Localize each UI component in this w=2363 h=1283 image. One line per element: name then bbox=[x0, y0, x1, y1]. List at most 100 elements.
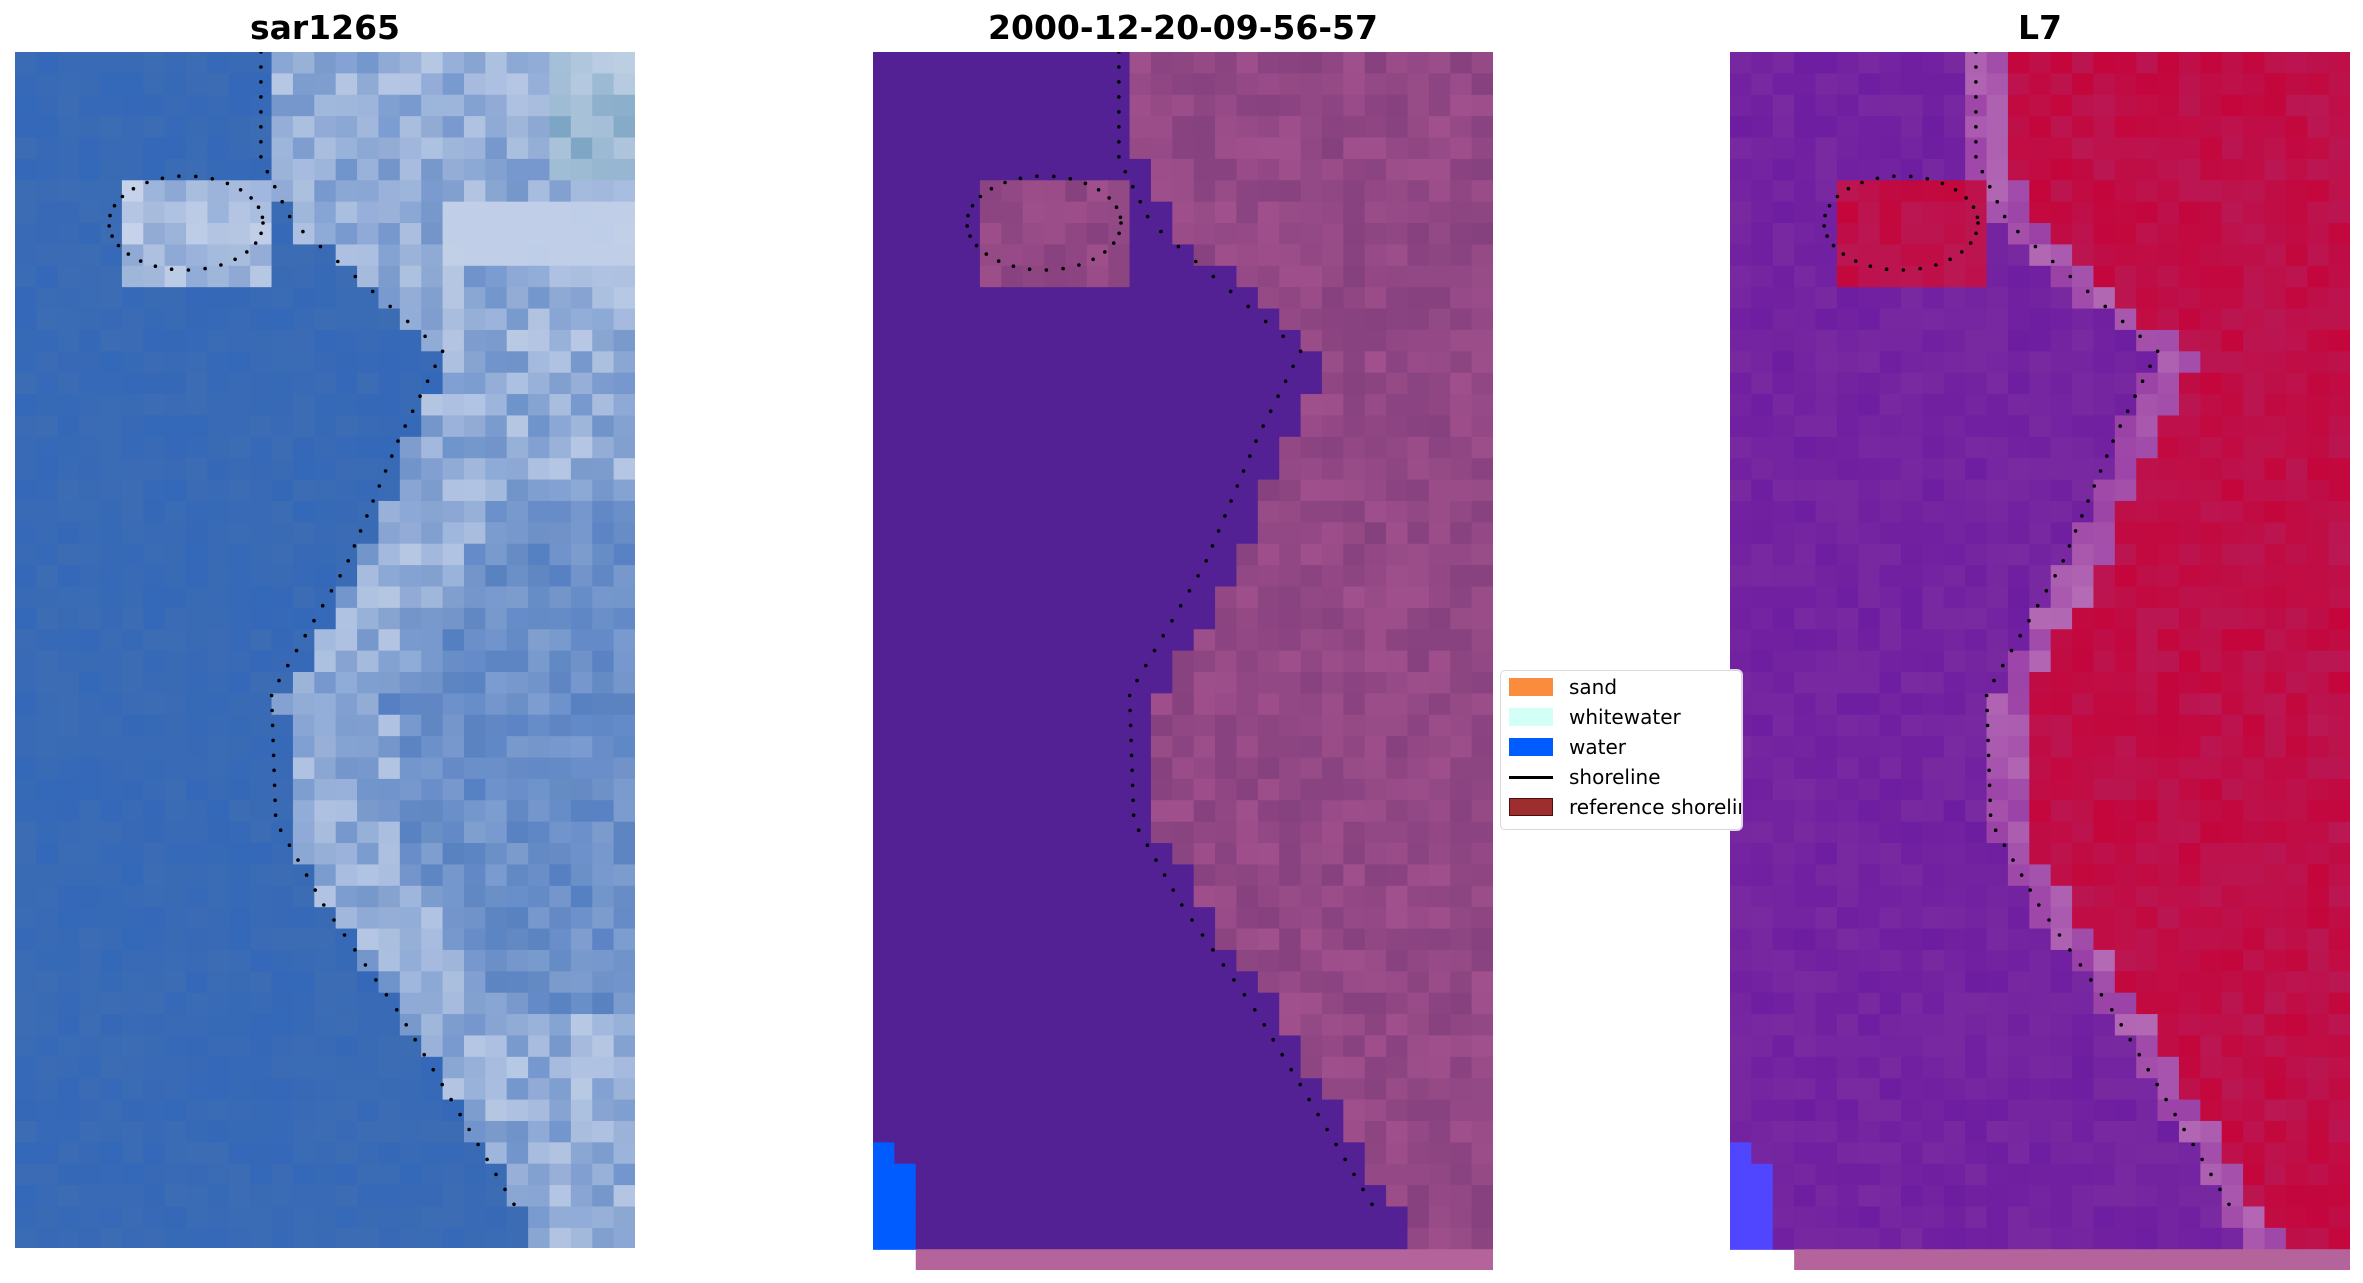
raster-pixel bbox=[2221, 629, 2244, 652]
raster-pixel bbox=[1471, 693, 1493, 716]
raster-pixel bbox=[314, 1227, 337, 1248]
raster-pixel bbox=[1794, 436, 1817, 459]
raster-pixel bbox=[250, 864, 273, 887]
raster-pixel bbox=[271, 1078, 294, 1101]
raster-pixel bbox=[1300, 201, 1323, 224]
raster-pixel bbox=[2114, 843, 2137, 866]
raster-pixel bbox=[1108, 607, 1131, 630]
raster-pixel bbox=[2264, 714, 2287, 737]
raster-pixel bbox=[506, 522, 529, 545]
raster-pixel bbox=[873, 394, 895, 417]
raster-pixel bbox=[1300, 1227, 1323, 1250]
raster-pixel bbox=[442, 94, 465, 117]
shoreline-dot bbox=[996, 259, 1001, 263]
raster-pixel bbox=[1428, 907, 1451, 930]
panel-title-classified: 2000-12-20-09-56-57 bbox=[988, 8, 1378, 47]
raster-pixel bbox=[979, 971, 1002, 994]
shoreline-dot bbox=[342, 933, 347, 937]
raster-pixel bbox=[1986, 201, 2009, 224]
raster-pixel bbox=[1943, 736, 1966, 759]
raster-pixel bbox=[1943, 94, 1966, 117]
raster-pixel bbox=[207, 116, 230, 139]
raster-pixel bbox=[2200, 757, 2223, 780]
raster-pixel bbox=[2050, 928, 2073, 951]
raster-pixel bbox=[463, 458, 486, 481]
raster-pixel bbox=[1257, 308, 1280, 331]
raster-pixel bbox=[121, 436, 144, 459]
raster-pixel bbox=[1108, 351, 1131, 374]
raster-pixel bbox=[314, 436, 337, 459]
shoreline-dot bbox=[1200, 933, 1205, 937]
raster-pixel bbox=[1172, 265, 1195, 288]
raster-pixel bbox=[1001, 1078, 1024, 1101]
raster-pixel bbox=[1086, 1078, 1109, 1101]
raster-pixel bbox=[1471, 928, 1493, 951]
raster-pixel bbox=[1150, 821, 1173, 844]
raster-pixel bbox=[1815, 629, 1838, 652]
raster-pixel bbox=[143, 971, 166, 994]
raster-pixel bbox=[1986, 329, 2009, 352]
raster-pixel bbox=[2093, 672, 2116, 694]
raster-pixel bbox=[2200, 992, 2223, 1015]
raster-pixel bbox=[1022, 714, 1045, 737]
raster-pixel bbox=[1321, 415, 1344, 438]
shoreline-dot bbox=[1194, 259, 1198, 264]
raster-pixel bbox=[1150, 436, 1173, 459]
raster-pixel bbox=[79, 180, 102, 203]
raster-pixel bbox=[1300, 52, 1323, 74]
raster-pixel bbox=[873, 479, 895, 502]
raster-pixel bbox=[958, 201, 981, 224]
raster-pixel bbox=[549, 180, 572, 203]
raster-pixel bbox=[2114, 800, 2137, 823]
raster-pixel bbox=[36, 265, 59, 288]
raster-pixel bbox=[335, 1163, 358, 1186]
raster-pixel bbox=[421, 372, 444, 395]
raster-pixel bbox=[1751, 73, 1774, 96]
raster-pixel bbox=[2200, 244, 2223, 267]
shoreline-dot bbox=[186, 268, 191, 272]
raster-pixel bbox=[958, 94, 981, 117]
raster-pixel bbox=[1386, 1099, 1409, 1122]
raster-pixel bbox=[2029, 736, 2052, 759]
raster-pixel bbox=[314, 458, 337, 481]
raster-pixel bbox=[2157, 650, 2180, 673]
raster-pixel bbox=[442, 650, 465, 673]
raster-pixel bbox=[2007, 244, 2030, 267]
raster-pixel bbox=[1428, 1163, 1451, 1186]
raster-pixel bbox=[1901, 1142, 1924, 1165]
raster-pixel bbox=[570, 1056, 593, 1079]
raster-pixel bbox=[1836, 94, 1859, 117]
raster-pixel bbox=[2007, 757, 2030, 780]
raster-pixel bbox=[1086, 928, 1109, 951]
raster-pixel bbox=[378, 1035, 401, 1058]
raster-pixel bbox=[1172, 1227, 1195, 1250]
raster-pixel bbox=[1965, 1099, 1988, 1122]
raster-pixel bbox=[1321, 351, 1344, 374]
raster-pixel bbox=[2072, 1078, 2095, 1101]
raster-pixel bbox=[1215, 1206, 1238, 1229]
raster-pixel bbox=[100, 94, 123, 117]
raster-pixel bbox=[79, 714, 102, 737]
raster-pixel bbox=[2029, 1014, 2052, 1037]
raster-pixel bbox=[335, 757, 358, 780]
raster-pixel bbox=[485, 1185, 508, 1208]
raster-pixel bbox=[57, 415, 80, 438]
raster-pixel bbox=[100, 586, 123, 609]
raster-pixel bbox=[2178, 736, 2201, 759]
raster-pixel bbox=[1386, 907, 1409, 930]
raster-pixel bbox=[1836, 1035, 1859, 1058]
raster-pixel bbox=[613, 1035, 635, 1058]
raster-pixel bbox=[228, 843, 251, 866]
raster-pixel bbox=[1215, 500, 1238, 523]
raster-pixel bbox=[1044, 436, 1067, 459]
raster-pixel bbox=[1922, 971, 1945, 994]
raster-pixel bbox=[485, 650, 508, 673]
raster-pixel bbox=[378, 543, 401, 566]
raster-pixel bbox=[2029, 180, 2052, 203]
raster-pixel bbox=[442, 522, 465, 545]
raster-pixel bbox=[2264, 992, 2287, 1015]
raster-pixel bbox=[271, 586, 294, 609]
raster-pixel bbox=[207, 1206, 230, 1229]
raster-pixel bbox=[1364, 394, 1387, 417]
raster-pixel bbox=[613, 800, 635, 823]
